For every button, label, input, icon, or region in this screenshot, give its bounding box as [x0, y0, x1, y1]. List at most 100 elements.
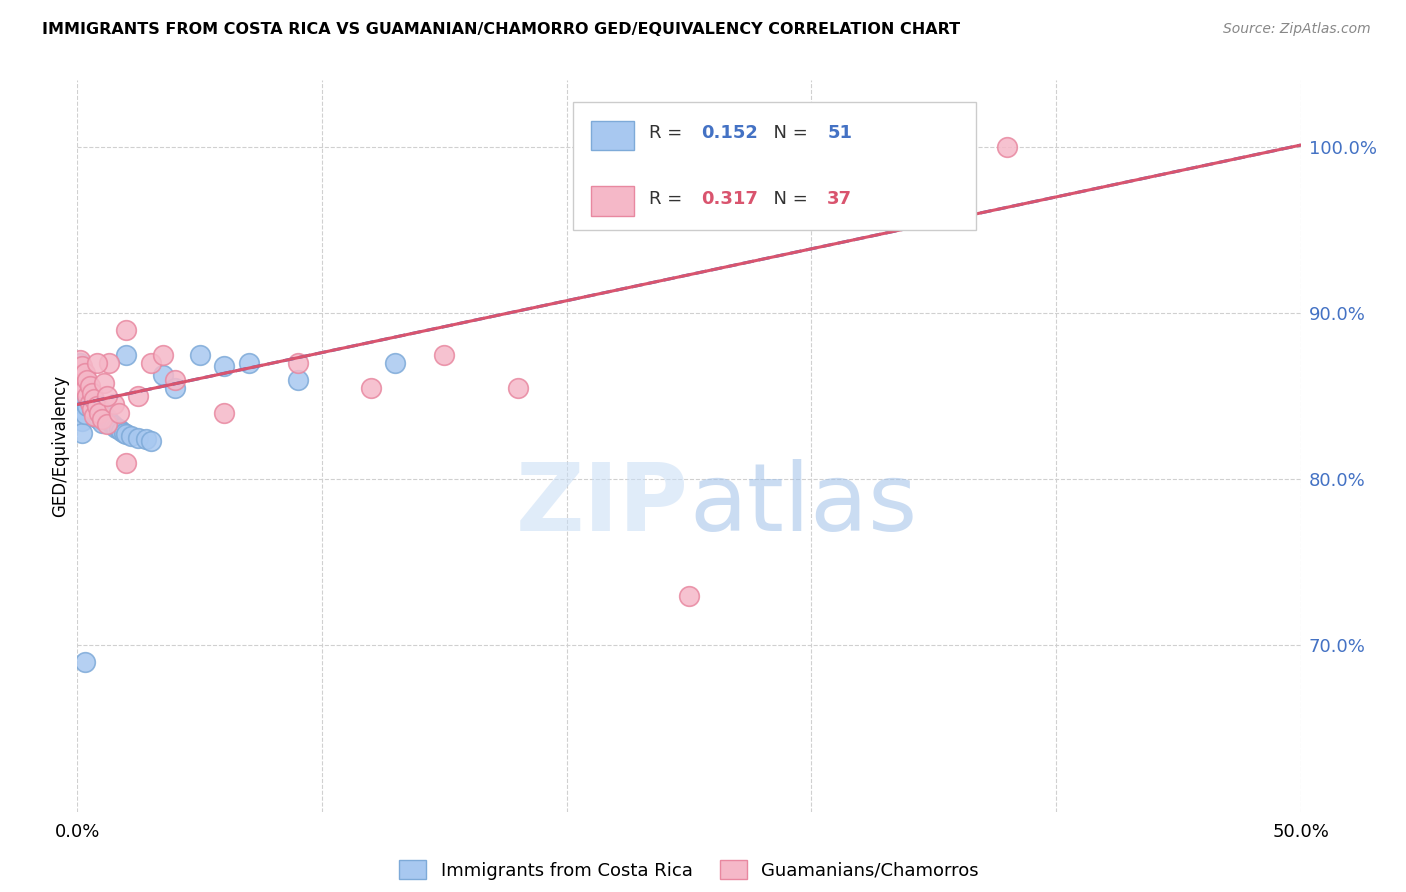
Text: atlas: atlas — [689, 458, 917, 550]
Point — [360, 381, 382, 395]
Point — [83, 409, 105, 423]
Point — [96, 417, 118, 432]
Point — [69, 377, 91, 392]
Point — [995, 140, 1018, 154]
Point — [86, 399, 108, 413]
Point — [70, 402, 93, 417]
Point — [73, 372, 96, 386]
Point — [115, 348, 138, 362]
Point — [96, 410, 118, 425]
Point — [86, 410, 108, 425]
Point — [165, 372, 187, 386]
Point — [152, 348, 174, 362]
Point — [70, 392, 93, 407]
Point — [79, 384, 101, 399]
Point — [79, 394, 101, 409]
Point — [76, 399, 98, 413]
FancyBboxPatch shape — [591, 186, 634, 216]
Point — [86, 399, 108, 413]
Point — [80, 392, 103, 407]
Point — [98, 414, 121, 428]
Point — [108, 406, 131, 420]
Point — [69, 368, 91, 382]
Text: 0.317: 0.317 — [702, 190, 758, 208]
Point — [103, 397, 125, 411]
Point — [89, 401, 111, 415]
Point — [70, 376, 93, 390]
Point — [69, 352, 91, 367]
Point — [76, 376, 98, 390]
Point — [73, 408, 96, 422]
Point — [73, 383, 96, 397]
Point — [76, 372, 98, 386]
Point — [139, 356, 162, 370]
Point — [79, 379, 101, 393]
Point — [86, 356, 108, 370]
Text: R =: R = — [648, 124, 688, 142]
Point — [433, 348, 456, 362]
Point — [96, 389, 118, 403]
Point — [152, 368, 174, 382]
Point — [212, 406, 235, 420]
Text: 51: 51 — [827, 124, 852, 142]
Point — [73, 366, 96, 380]
Point — [69, 369, 91, 384]
Point — [238, 356, 260, 370]
Point — [80, 402, 103, 417]
Point — [128, 389, 150, 403]
Point — [287, 372, 309, 386]
Point — [139, 434, 162, 448]
Point — [70, 359, 93, 374]
Point — [105, 421, 128, 435]
Point — [76, 389, 98, 403]
Text: N =: N = — [762, 190, 814, 208]
Point — [70, 381, 93, 395]
Point — [70, 414, 93, 428]
Point — [83, 406, 105, 420]
Point — [188, 348, 211, 362]
Point — [70, 425, 93, 440]
Point — [73, 655, 96, 669]
Text: N =: N = — [762, 124, 814, 142]
Point — [73, 384, 96, 399]
Point — [98, 356, 121, 370]
Point — [115, 323, 138, 337]
Point — [135, 433, 157, 447]
Point — [83, 392, 105, 407]
Point — [212, 359, 235, 374]
Text: IMMIGRANTS FROM COSTA RICA VS GUAMANIAN/CHAMORRO GED/EQUIVALENCY CORRELATION CHA: IMMIGRANTS FROM COSTA RICA VS GUAMANIAN/… — [42, 22, 960, 37]
Point — [69, 356, 91, 370]
FancyBboxPatch shape — [572, 103, 976, 230]
Point — [83, 396, 105, 410]
Legend: Immigrants from Costa Rica, Guamanians/Chamorros: Immigrants from Costa Rica, Guamanians/C… — [392, 853, 986, 887]
Point — [90, 416, 112, 430]
Point — [165, 381, 187, 395]
Point — [73, 396, 96, 410]
Point — [90, 412, 112, 426]
Text: 37: 37 — [827, 190, 852, 208]
FancyBboxPatch shape — [591, 120, 634, 150]
Point — [128, 431, 150, 445]
Text: ZIP: ZIP — [516, 458, 689, 550]
Text: Source: ZipAtlas.com: Source: ZipAtlas.com — [1223, 22, 1371, 37]
Point — [112, 425, 135, 440]
Point — [80, 385, 103, 400]
Point — [115, 456, 138, 470]
Point — [79, 396, 101, 410]
Point — [69, 387, 91, 401]
Point — [678, 589, 700, 603]
Point — [90, 404, 112, 418]
Point — [115, 427, 138, 442]
Text: R =: R = — [648, 190, 688, 208]
Point — [120, 429, 142, 443]
Point — [110, 424, 132, 438]
Point — [89, 406, 111, 420]
Text: 0.152: 0.152 — [702, 124, 758, 142]
Point — [80, 402, 103, 417]
Point — [103, 419, 125, 434]
Point — [287, 356, 309, 370]
Point — [93, 376, 115, 390]
Point — [93, 408, 115, 422]
Point — [506, 381, 529, 395]
Point — [384, 356, 406, 370]
